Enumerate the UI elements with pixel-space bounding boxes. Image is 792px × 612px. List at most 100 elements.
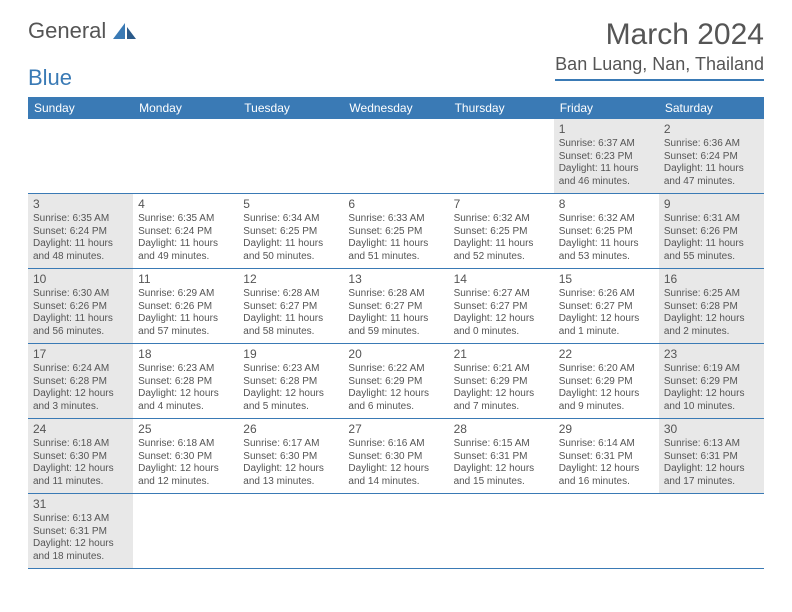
daylight-text: Daylight: 12 hours and 7 minutes. (454, 388, 549, 413)
daylight-text: Daylight: 11 hours and 55 minutes. (664, 238, 759, 263)
empty-cell (28, 119, 133, 193)
sunset-text: Sunset: 6:29 PM (559, 376, 654, 389)
daylight-text: Daylight: 12 hours and 17 minutes. (664, 463, 759, 488)
sunrise-text: Sunrise: 6:15 AM (454, 438, 549, 451)
sunset-text: Sunset: 6:28 PM (33, 376, 128, 389)
empty-cell (343, 494, 448, 568)
week-row: 1Sunrise: 6:37 AMSunset: 6:23 PMDaylight… (28, 119, 764, 194)
daylight-text: Daylight: 12 hours and 14 minutes. (348, 463, 443, 488)
empty-cell (238, 119, 343, 193)
weeks-container: 1Sunrise: 6:37 AMSunset: 6:23 PMDaylight… (28, 119, 764, 569)
sunset-text: Sunset: 6:25 PM (559, 226, 654, 239)
day-cell: 25Sunrise: 6:18 AMSunset: 6:30 PMDayligh… (133, 419, 238, 493)
empty-cell (133, 494, 238, 568)
day-cell: 23Sunrise: 6:19 AMSunset: 6:29 PMDayligh… (659, 344, 764, 418)
day-number: 29 (559, 422, 654, 437)
sunrise-text: Sunrise: 6:36 AM (664, 138, 759, 151)
day-number: 2 (664, 122, 759, 137)
daylight-text: Daylight: 12 hours and 9 minutes. (559, 388, 654, 413)
sunset-text: Sunset: 6:25 PM (243, 226, 338, 239)
sunset-text: Sunset: 6:26 PM (33, 301, 128, 314)
day-number: 7 (454, 197, 549, 212)
sunset-text: Sunset: 6:24 PM (664, 151, 759, 164)
day-cell: 16Sunrise: 6:25 AMSunset: 6:28 PMDayligh… (659, 269, 764, 343)
weekday-monday: Monday (133, 97, 238, 119)
sunset-text: Sunset: 6:29 PM (454, 376, 549, 389)
daylight-text: Daylight: 12 hours and 4 minutes. (138, 388, 233, 413)
daylight-text: Daylight: 12 hours and 3 minutes. (33, 388, 128, 413)
daylight-text: Daylight: 12 hours and 12 minutes. (138, 463, 233, 488)
sunset-text: Sunset: 6:31 PM (454, 451, 549, 464)
sunrise-text: Sunrise: 6:23 AM (138, 363, 233, 376)
day-number: 28 (454, 422, 549, 437)
day-cell: 4Sunrise: 6:35 AMSunset: 6:24 PMDaylight… (133, 194, 238, 268)
day-cell: 5Sunrise: 6:34 AMSunset: 6:25 PMDaylight… (238, 194, 343, 268)
day-number: 22 (559, 347, 654, 362)
day-number: 17 (33, 347, 128, 362)
sunrise-text: Sunrise: 6:32 AM (559, 213, 654, 226)
day-number: 23 (664, 347, 759, 362)
sunrise-text: Sunrise: 6:20 AM (559, 363, 654, 376)
weekday-saturday: Saturday (659, 97, 764, 119)
day-number: 24 (33, 422, 128, 437)
logo: General (28, 18, 140, 44)
daylight-text: Daylight: 12 hours and 13 minutes. (243, 463, 338, 488)
day-number: 13 (348, 272, 443, 287)
sunset-text: Sunset: 6:25 PM (348, 226, 443, 239)
sunrise-text: Sunrise: 6:13 AM (33, 513, 128, 526)
empty-cell (238, 494, 343, 568)
weekday-tuesday: Tuesday (238, 97, 343, 119)
day-cell: 6Sunrise: 6:33 AMSunset: 6:25 PMDaylight… (343, 194, 448, 268)
day-number: 14 (454, 272, 549, 287)
month-title: March 2024 (555, 18, 764, 52)
daylight-text: Daylight: 12 hours and 10 minutes. (664, 388, 759, 413)
sunset-text: Sunset: 6:28 PM (664, 301, 759, 314)
sunrise-text: Sunrise: 6:28 AM (243, 288, 338, 301)
day-number: 18 (138, 347, 233, 362)
sunset-text: Sunset: 6:23 PM (559, 151, 654, 164)
day-cell: 30Sunrise: 6:13 AMSunset: 6:31 PMDayligh… (659, 419, 764, 493)
day-cell: 3Sunrise: 6:35 AMSunset: 6:24 PMDaylight… (28, 194, 133, 268)
weekday-thursday: Thursday (449, 97, 554, 119)
day-number: 31 (33, 497, 128, 512)
empty-cell (554, 494, 659, 568)
logo-text-1: General (28, 18, 106, 44)
day-number: 12 (243, 272, 338, 287)
day-cell: 20Sunrise: 6:22 AMSunset: 6:29 PMDayligh… (343, 344, 448, 418)
sunset-text: Sunset: 6:31 PM (664, 451, 759, 464)
day-number: 16 (664, 272, 759, 287)
day-cell: 9Sunrise: 6:31 AMSunset: 6:26 PMDaylight… (659, 194, 764, 268)
sunset-text: Sunset: 6:27 PM (243, 301, 338, 314)
day-number: 8 (559, 197, 654, 212)
sunset-text: Sunset: 6:24 PM (33, 226, 128, 239)
day-number: 10 (33, 272, 128, 287)
day-cell: 29Sunrise: 6:14 AMSunset: 6:31 PMDayligh… (554, 419, 659, 493)
daylight-text: Daylight: 11 hours and 52 minutes. (454, 238, 549, 263)
day-cell: 13Sunrise: 6:28 AMSunset: 6:27 PMDayligh… (343, 269, 448, 343)
day-cell: 2Sunrise: 6:36 AMSunset: 6:24 PMDaylight… (659, 119, 764, 193)
daylight-text: Daylight: 11 hours and 59 minutes. (348, 313, 443, 338)
day-cell: 26Sunrise: 6:17 AMSunset: 6:30 PMDayligh… (238, 419, 343, 493)
sunrise-text: Sunrise: 6:30 AM (33, 288, 128, 301)
day-number: 20 (348, 347, 443, 362)
sunrise-text: Sunrise: 6:32 AM (454, 213, 549, 226)
sunrise-text: Sunrise: 6:24 AM (33, 363, 128, 376)
empty-cell (449, 119, 554, 193)
week-row: 17Sunrise: 6:24 AMSunset: 6:28 PMDayligh… (28, 344, 764, 419)
day-cell: 8Sunrise: 6:32 AMSunset: 6:25 PMDaylight… (554, 194, 659, 268)
day-number: 9 (664, 197, 759, 212)
day-number: 11 (138, 272, 233, 287)
daylight-text: Daylight: 11 hours and 58 minutes. (243, 313, 338, 338)
daylight-text: Daylight: 11 hours and 48 minutes. (33, 238, 128, 263)
sunrise-text: Sunrise: 6:18 AM (33, 438, 128, 451)
empty-cell (343, 119, 448, 193)
day-cell: 17Sunrise: 6:24 AMSunset: 6:28 PMDayligh… (28, 344, 133, 418)
sunset-text: Sunset: 6:29 PM (664, 376, 759, 389)
sunrise-text: Sunrise: 6:26 AM (559, 288, 654, 301)
weekday-sunday: Sunday (28, 97, 133, 119)
day-number: 1 (559, 122, 654, 137)
weekday-friday: Friday (554, 97, 659, 119)
day-cell: 10Sunrise: 6:30 AMSunset: 6:26 PMDayligh… (28, 269, 133, 343)
week-row: 31Sunrise: 6:13 AMSunset: 6:31 PMDayligh… (28, 494, 764, 569)
daylight-text: Daylight: 11 hours and 50 minutes. (243, 238, 338, 263)
